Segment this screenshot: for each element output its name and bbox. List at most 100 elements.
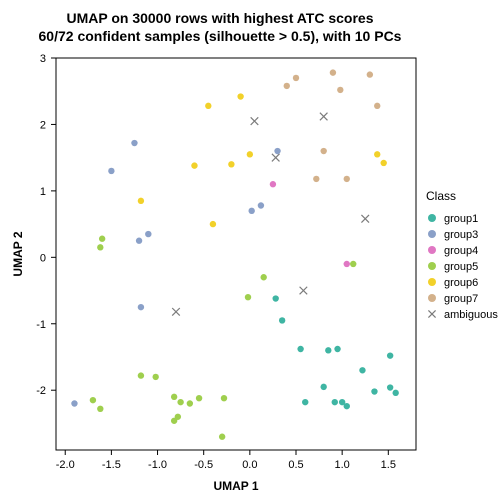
- scatter-point: [332, 399, 338, 405]
- scatter-point: [374, 151, 380, 157]
- legend-label: ambiguous: [444, 309, 498, 321]
- scatter-point: [272, 295, 278, 301]
- scatter-point: [320, 384, 326, 390]
- scatter-point: [302, 399, 308, 405]
- scatter-point: [274, 148, 280, 154]
- chart-title-line1: UMAP on 30000 rows with highest ATC scor…: [0, 10, 440, 26]
- scatter-point: [136, 238, 142, 244]
- x-tick-label: -2.0: [56, 459, 75, 471]
- scatter-point: [248, 208, 254, 214]
- scatter-point: [138, 372, 144, 378]
- umap-chart: UMAP on 30000 rows with highest ATC scor…: [0, 0, 504, 504]
- scatter-point: [221, 395, 227, 401]
- scatter-point: [279, 317, 285, 323]
- scatter-point: [334, 346, 340, 352]
- scatter-point: [138, 304, 144, 310]
- scatter-point: [245, 294, 251, 300]
- scatter-point: [320, 113, 328, 121]
- scatter-point: [297, 346, 303, 352]
- scatter-point: [344, 403, 350, 409]
- chart-title-line2: 60/72 confident samples (silhouette > 0.…: [0, 28, 440, 44]
- x-tick-label: 1.5: [381, 459, 396, 471]
- y-tick-label: -2: [36, 385, 46, 397]
- x-tick-label: -0.5: [194, 459, 213, 471]
- legend-marker: [428, 262, 436, 270]
- legend-label: group1: [444, 213, 478, 225]
- scatter-point: [171, 418, 177, 424]
- scatter-point: [300, 287, 308, 295]
- scatter-point: [145, 231, 151, 237]
- scatter-point: [337, 87, 343, 93]
- scatter-point: [108, 168, 114, 174]
- scatter-point: [99, 236, 105, 242]
- legend-label: group7: [444, 293, 478, 305]
- scatter-point: [172, 308, 180, 316]
- x-tick-label: -1.0: [148, 459, 167, 471]
- scatter-point: [361, 215, 369, 223]
- scatter-point: [392, 390, 398, 396]
- scatter-point: [270, 181, 276, 187]
- scatter-point: [374, 103, 380, 109]
- x-tick-label: 0.5: [288, 459, 303, 471]
- scatter-point: [90, 397, 96, 403]
- scatter-point: [138, 198, 144, 204]
- scatter-point: [152, 374, 158, 380]
- legend-label: group4: [444, 245, 478, 257]
- legend-label: group6: [444, 277, 478, 289]
- legend-marker: [428, 230, 436, 238]
- scatter-point: [313, 176, 319, 182]
- scatter-point: [247, 151, 253, 157]
- scatter-point: [237, 93, 243, 99]
- scatter-point: [325, 347, 331, 353]
- scatter-point: [258, 202, 264, 208]
- scatter-point: [131, 140, 137, 146]
- scatter-point: [350, 261, 356, 267]
- scatter-point: [187, 400, 193, 406]
- scatter-point: [330, 69, 336, 75]
- x-tick-label: 1.0: [335, 459, 350, 471]
- plot-panel: [56, 58, 416, 450]
- scatter-point: [177, 399, 183, 405]
- scatter-point: [196, 395, 202, 401]
- scatter-point: [272, 154, 280, 162]
- scatter-point: [251, 117, 259, 125]
- y-tick-label: -1: [36, 319, 46, 331]
- scatter-point: [171, 394, 177, 400]
- legend-marker: [428, 294, 436, 302]
- scatter-point: [205, 103, 211, 109]
- x-tick-label: -1.5: [102, 459, 121, 471]
- scatter-point: [228, 161, 234, 167]
- y-tick-label: 0: [40, 252, 46, 264]
- scatter-point: [97, 406, 103, 412]
- y-tick-label: 1: [40, 186, 46, 198]
- scatter-point: [219, 434, 225, 440]
- legend-marker: [428, 278, 436, 286]
- legend-label: group5: [444, 261, 478, 273]
- legend-label: group3: [444, 229, 478, 241]
- scatter-point: [97, 244, 103, 250]
- scatter-point: [359, 367, 365, 373]
- scatter-point: [371, 388, 377, 394]
- scatter-point: [191, 162, 197, 168]
- scatter-point: [293, 75, 299, 81]
- scatter-point: [344, 261, 350, 267]
- scatter-point: [284, 83, 290, 89]
- legend-marker: [428, 246, 436, 254]
- plot-svg: -2.0 -1.5 -1.0 -0.5 0.0 0.5 1.0 1.5 -2 -1 0 1 2 3 UMAP…: [0, 0, 504, 504]
- scatter-point: [387, 384, 393, 390]
- scatter-point: [387, 352, 393, 358]
- scatter-point: [367, 71, 373, 77]
- scatter-point: [380, 160, 386, 166]
- x-tick-label: 0.0: [242, 459, 257, 471]
- y-tick-label: 3: [40, 53, 46, 65]
- x-axis-label: UMAP 1: [213, 479, 258, 493]
- scatter-point: [320, 148, 326, 154]
- y-tick-label: 2: [40, 119, 46, 131]
- legend-marker: [428, 214, 436, 222]
- scatter-point: [210, 221, 216, 227]
- scatter-point: [344, 176, 350, 182]
- scatter-point: [260, 274, 266, 280]
- legend-title: Class: [426, 189, 456, 203]
- y-axis-label: UMAP 2: [11, 231, 25, 276]
- scatter-point: [71, 400, 77, 406]
